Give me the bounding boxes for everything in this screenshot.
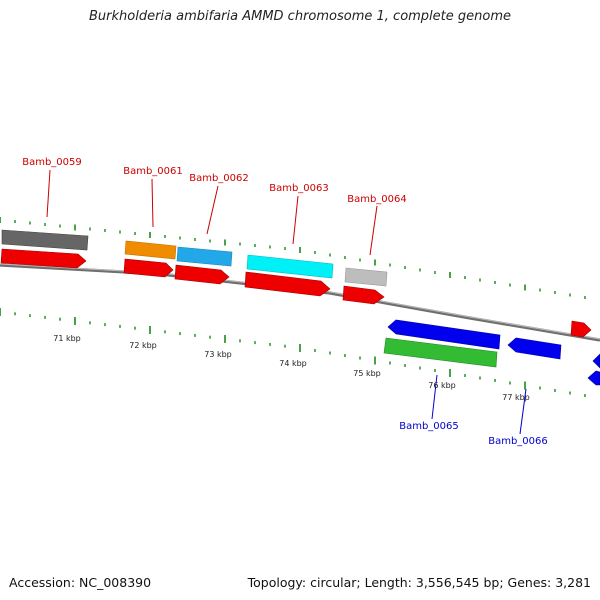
feature-green[interactable] — [383, 337, 498, 368]
gene-labels: Bamb_0059 Bamb_0061 Bamb_0062 Bamb_0063 Bamb… — [22, 157, 548, 447]
scale-label: 72 kbp — [129, 341, 157, 350]
genome-backbone-highlight — [0, 263, 600, 340]
cds-reverse-edge-2[interactable] — [587, 370, 600, 386]
upper-tick-row — [0, 217, 586, 299]
gene-label-bamb_0063[interactable]: Bamb_0063 — [269, 183, 329, 194]
scale-label: 76 kbp — [428, 381, 456, 390]
gene-label-leaders — [46, 169, 527, 435]
feature-cyan[interactable] — [246, 254, 334, 279]
gene-label-bamb_0059[interactable]: Bamb_0059 — [22, 157, 82, 168]
cds-forward-4[interactable] — [244, 271, 331, 297]
cds-reverse-edge[interactable] — [592, 353, 600, 369]
gene-label-bamb_0062[interactable]: Bamb_0062 — [189, 173, 249, 184]
scale-label: 77 kbp — [502, 393, 530, 402]
cds-reverse-2[interactable] — [507, 337, 562, 360]
cds-forward-2[interactable] — [123, 258, 174, 278]
scale-label: 71 kbp — [53, 334, 81, 343]
feature-orange[interactable] — [124, 240, 177, 260]
accession-text: Accession: NC_008390 — [9, 575, 152, 590]
map-title: Burkholderia ambifaria AMMD chromosome 1… — [88, 9, 512, 24]
scale-label: 75 kbp — [353, 369, 381, 378]
gene-label-bamb_0061[interactable]: Bamb_0061 — [123, 166, 183, 177]
scale-label: 73 kbp — [204, 350, 232, 359]
feature-grey-dark[interactable] — [1, 229, 89, 251]
cds-forward-1[interactable] — [0, 248, 87, 269]
cds-forward-5[interactable] — [342, 285, 385, 305]
cds-forward-6[interactable] — [570, 320, 592, 338]
genome-backbone — [0, 263, 600, 342]
cds-forward-3[interactable] — [174, 264, 230, 285]
cds-reverse-1[interactable] — [387, 319, 501, 350]
gene-label-bamb_0064[interactable]: Bamb_0064 — [347, 194, 407, 205]
scale-labels: 71 kbp 72 kbp 73 kbp 74 kbp 75 kbp 76 kbp 77 k… — [53, 334, 530, 402]
gene-label-bamb_0066[interactable]: Bamb_0066 — [488, 436, 548, 447]
genome-summary-text: Topology: circular; Length: 3,556,545 bp… — [247, 575, 591, 590]
lower-tick-row — [0, 308, 586, 397]
feature-grey-light[interactable] — [344, 267, 388, 287]
reverse-features — [383, 319, 600, 386]
forward-features — [0, 229, 592, 338]
scale-label: 74 kbp — [279, 359, 307, 368]
feature-sky-blue[interactable] — [176, 246, 233, 267]
gene-label-bamb_0065[interactable]: Bamb_0065 — [399, 421, 459, 432]
